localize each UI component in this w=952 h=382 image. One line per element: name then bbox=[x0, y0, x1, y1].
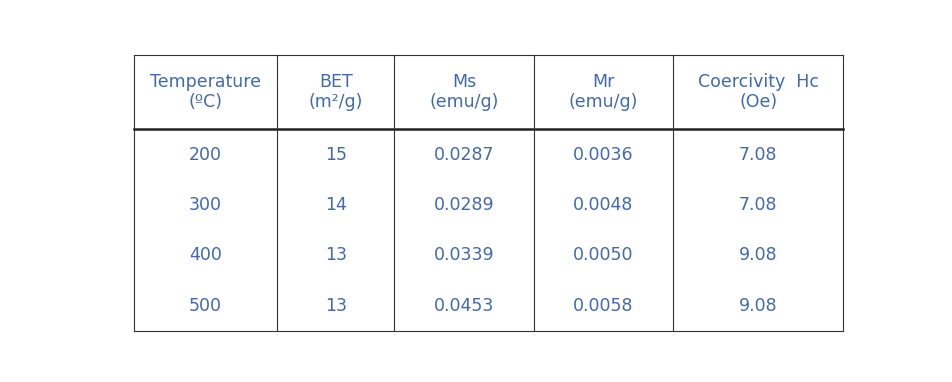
Text: (m²/g): (m²/g) bbox=[308, 93, 363, 111]
Text: 0.0036: 0.0036 bbox=[572, 146, 633, 163]
Text: 0.0048: 0.0048 bbox=[573, 196, 633, 214]
Text: 0.0453: 0.0453 bbox=[433, 297, 493, 315]
Text: Mr: Mr bbox=[591, 73, 614, 91]
Text: 500: 500 bbox=[188, 297, 222, 315]
Text: Coercivity  Hc: Coercivity Hc bbox=[697, 73, 818, 91]
Text: 200: 200 bbox=[188, 146, 222, 163]
Text: 0.0289: 0.0289 bbox=[433, 196, 494, 214]
Text: 13: 13 bbox=[325, 246, 347, 264]
Text: 0.0058: 0.0058 bbox=[572, 297, 633, 315]
Text: 300: 300 bbox=[188, 196, 222, 214]
Text: Temperature: Temperature bbox=[149, 73, 261, 91]
Text: (ºC): (ºC) bbox=[188, 93, 223, 111]
Text: 7.08: 7.08 bbox=[738, 146, 777, 163]
Text: (emu/g): (emu/g) bbox=[428, 93, 498, 111]
Text: 0.0050: 0.0050 bbox=[572, 246, 633, 264]
Text: 13: 13 bbox=[325, 297, 347, 315]
Text: 15: 15 bbox=[325, 146, 347, 163]
Text: (Oe): (Oe) bbox=[738, 93, 776, 111]
Text: 0.0287: 0.0287 bbox=[433, 146, 494, 163]
Text: 14: 14 bbox=[325, 196, 347, 214]
Text: BET: BET bbox=[319, 73, 352, 91]
Text: 7.08: 7.08 bbox=[738, 196, 777, 214]
Text: (emu/g): (emu/g) bbox=[568, 93, 638, 111]
Text: 9.08: 9.08 bbox=[738, 246, 777, 264]
Text: 400: 400 bbox=[188, 246, 222, 264]
Text: 9.08: 9.08 bbox=[738, 297, 777, 315]
Text: 0.0339: 0.0339 bbox=[433, 246, 494, 264]
Text: Ms: Ms bbox=[451, 73, 475, 91]
